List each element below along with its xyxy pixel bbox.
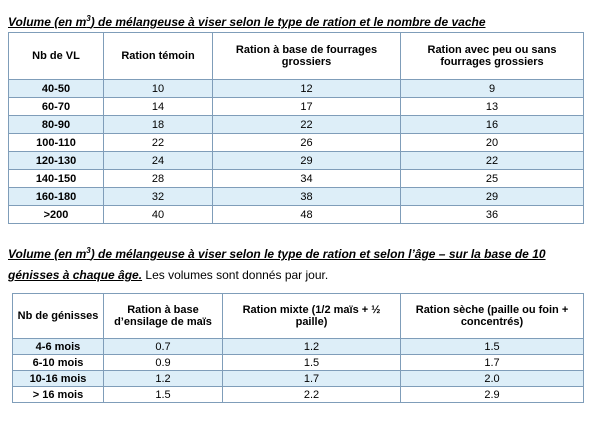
cell: 9	[400, 79, 584, 98]
cell: 14	[103, 97, 213, 116]
cell: >200	[8, 205, 104, 224]
cell: 40	[103, 205, 213, 224]
cell: 10-16 mois	[12, 370, 104, 387]
cell: 38	[212, 187, 401, 206]
cell: 13	[400, 97, 584, 116]
header-cell: Nb de génisses	[12, 293, 104, 339]
cell: 40-50	[8, 79, 104, 98]
title-text: ) de mélangeuse à viser selon le type de…	[90, 15, 486, 29]
cell: 48	[212, 205, 401, 224]
cell: 34	[212, 169, 401, 188]
cell: 1.2	[222, 338, 401, 355]
table: Nb de VL Ration témoin Ration à base de fo…	[8, 32, 584, 224]
title: Volume (en m3) de mélangeuse à viser sel…	[8, 240, 583, 286]
row: 140-150 28 34 25	[8, 169, 584, 188]
row: > 16 mois 1.5 2.2 2.9	[12, 386, 584, 403]
row: >200 40 48 36	[8, 205, 584, 224]
cell: 1.2	[103, 370, 223, 387]
title-text: Volume (en m	[8, 15, 87, 29]
row: 40-50 10 12 9	[8, 79, 584, 98]
cell: 120-130	[8, 151, 104, 170]
cell: > 16 mois	[12, 386, 104, 403]
note: Les volumes sont donnés par jour.	[142, 268, 329, 282]
cell: 25	[400, 169, 584, 188]
cell: 100-110	[8, 133, 104, 152]
cell: 2.2	[222, 386, 401, 403]
cell: 160-180	[8, 187, 104, 206]
cell: 22	[400, 151, 584, 170]
row: 100-110 22 26 20	[8, 133, 584, 152]
cell: 80-90	[8, 115, 104, 134]
row: 120-130 24 29 22	[8, 151, 584, 170]
cell: 16	[400, 115, 584, 134]
superscript: 3	[86, 14, 91, 23]
header-cell: Ration avec peu ou sans fourrages grossi…	[400, 32, 584, 80]
table: Nb de génisses Ration à base d’ensilage d…	[12, 293, 584, 403]
header-cell: Ration sèche (paille ou foin + concentré…	[400, 293, 584, 339]
header-cell: Nb de VL	[8, 32, 104, 80]
row: 80-90 18 22 16	[8, 115, 584, 134]
cell: 20	[400, 133, 584, 152]
row: 10-16 mois 1.2 1.7 2.0	[12, 370, 584, 387]
header-row: Nb de génisses Ration à base d’ensilage d…	[12, 293, 584, 339]
cell: 10	[103, 79, 213, 98]
row: 60-70 14 17 13	[8, 97, 584, 116]
cell: 17	[212, 97, 401, 116]
cell: 1.5	[400, 338, 584, 355]
title-text: Volume (en m	[8, 247, 87, 261]
cell: 22	[212, 115, 401, 134]
cell: 4-6 mois	[12, 338, 104, 355]
title-text: ) de mélangeuse à viser selon le type de…	[8, 247, 546, 282]
header-cell: Ration à base de fourrages grossiers	[212, 32, 401, 80]
cell: 22	[103, 133, 213, 152]
cell: 1.5	[103, 386, 223, 403]
row: 160-180 32 38 29	[8, 187, 584, 206]
cell: 2.0	[400, 370, 584, 387]
row: 4-6 mois 0.7 1.2 1.5	[12, 338, 584, 355]
header-cell: Ration mixte (1/2 maïs + ½ paille)	[222, 293, 401, 339]
cell: 140-150	[8, 169, 104, 188]
header-row: Nb de VL Ration témoin Ration à base de fo…	[8, 32, 584, 80]
cell: 1.7	[222, 370, 401, 387]
header-cell: Ration témoin	[103, 32, 213, 80]
cell: 2.9	[400, 386, 584, 403]
cell: 1.7	[400, 354, 584, 371]
cell: 29	[400, 187, 584, 206]
cell: 0.9	[103, 354, 223, 371]
cell: 60-70	[8, 97, 104, 116]
cell: 29	[212, 151, 401, 170]
title: Volume (en m3) de mélangeuse à viser sel…	[8, 8, 486, 33]
cell: 24	[103, 151, 213, 170]
cell: 32	[103, 187, 213, 206]
cell: 18	[103, 115, 213, 134]
row: 6-10 mois 0.9 1.5 1.7	[12, 354, 584, 371]
header-cell: Ration à base d’ensilage de maïs	[103, 293, 223, 339]
cell: 12	[212, 79, 401, 98]
cell: 6-10 mois	[12, 354, 104, 371]
cell: 36	[400, 205, 584, 224]
cell: 1.5	[222, 354, 401, 371]
cell: 28	[103, 169, 213, 188]
cell: 0.7	[103, 338, 223, 355]
cell: 26	[212, 133, 401, 152]
superscript: 3	[86, 246, 91, 255]
